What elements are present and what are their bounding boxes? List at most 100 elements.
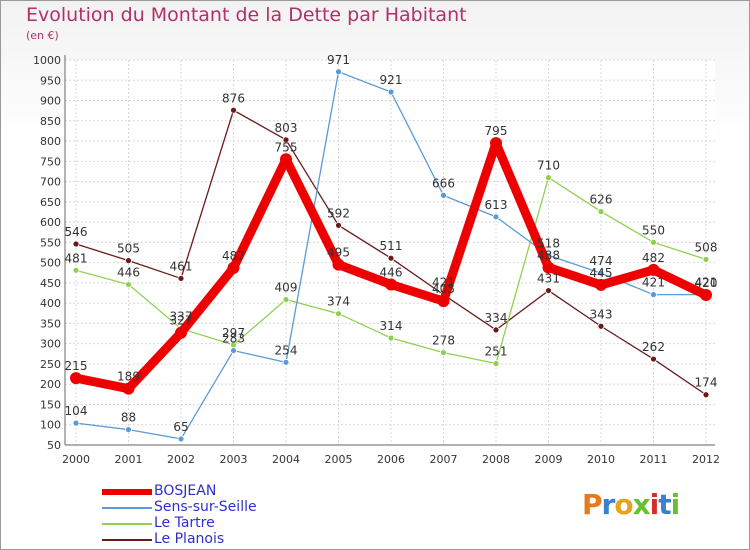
data-point-sens-sur-seille (335, 68, 342, 76)
logo-letter: i (649, 488, 660, 521)
data-point-le-planois (650, 355, 657, 363)
data-label-le-tartre: 278 (432, 334, 455, 348)
data-point-le-tartre (125, 281, 132, 288)
data-point-le-tartre (335, 310, 342, 318)
data-label-le-planois: 343 (590, 307, 613, 321)
data-label-le-tartre: 297 (222, 326, 245, 340)
data-label-le-planois: 461 (170, 259, 193, 273)
data-point-bosjean (647, 263, 660, 276)
y-tick-label: 450 (40, 277, 61, 290)
data-label-le-tartre: 446 (117, 266, 140, 280)
data-label-le-planois: 421 (432, 276, 455, 290)
data-point-bosjean (227, 261, 240, 274)
data-label-sens-sur-seille: 518 (537, 236, 560, 250)
chart-title: Evolution du Montant de la Dette par Hab… (26, 4, 467, 26)
data-point-bosjean (385, 278, 397, 291)
y-tick-label: 700 (40, 176, 61, 189)
data-label-le-tartre: 409 (275, 281, 298, 295)
legend-label-le-planois: Le Planois (154, 531, 225, 547)
data-label-le-tartre: 550 (642, 223, 665, 237)
data-label-bosjean: 488 (537, 248, 560, 262)
data-label-sens-sur-seille: 666 (432, 176, 455, 190)
legend-swatch-le-tartre (102, 523, 152, 525)
data-point-le-planois (177, 275, 185, 282)
x-tick-label: 2006 (377, 453, 405, 466)
y-tick-label: 850 (40, 115, 61, 128)
legend-label-le-tartre: Le Tartre (154, 515, 215, 531)
plot-area (65, 60, 715, 445)
data-label-bosjean: 405 (432, 282, 455, 296)
data-label-le-tartre: 374 (327, 295, 350, 309)
data-label-le-planois: 592 (327, 206, 350, 220)
data-label-le-tartre: 508 (695, 240, 718, 254)
data-label-bosjean: 482 (642, 251, 665, 265)
x-tick-label: 2009 (535, 453, 563, 466)
data-point-le-tartre (492, 360, 500, 367)
y-tick-label: 250 (40, 358, 61, 371)
data-point-bosjean (437, 295, 450, 308)
data-point-sens-sur-seille (492, 213, 500, 221)
data-point-sens-sur-seille (650, 291, 657, 299)
y-tick-label: 150 (40, 398, 61, 411)
y-tick-label: 650 (40, 196, 61, 209)
y-tick-label: 550 (40, 236, 61, 249)
x-tick-label: 2003 (220, 453, 248, 466)
y-tick-label: 800 (40, 135, 61, 148)
data-point-le-planois (125, 257, 132, 265)
data-label-bosjean: 487 (222, 249, 245, 263)
data-label-bosjean: 327 (170, 314, 193, 328)
data-point-le-planois (702, 391, 710, 399)
data-point-sens-sur-seille (230, 347, 237, 354)
chart-subtitle: (en €) (26, 29, 59, 42)
data-label-le-planois: 262 (642, 340, 665, 354)
y-tick-label: 50 (47, 439, 61, 452)
data-label-le-planois: 876 (222, 91, 245, 105)
data-label-le-planois: 431 (537, 272, 560, 286)
y-tick-label: 400 (40, 297, 61, 310)
data-label-le-planois: 511 (380, 239, 403, 253)
data-point-le-tartre (440, 349, 447, 357)
data-point-bosjean (595, 278, 607, 291)
data-point-bosjean (490, 137, 502, 150)
data-label-sens-sur-seille: 921 (380, 73, 403, 87)
data-label-le-planois: 803 (275, 121, 298, 135)
data-label-le-tartre: 626 (590, 193, 613, 207)
data-label-bosjean: 795 (485, 124, 508, 138)
legend-swatch-le-planois (102, 539, 152, 541)
data-point-bosjean (122, 382, 135, 395)
data-label-sens-sur-seille: 88 (121, 411, 136, 425)
data-point-le-tartre (702, 255, 710, 263)
data-label-le-planois: 546 (65, 225, 88, 239)
data-label-le-tartre: 251 (485, 345, 508, 359)
y-tick-label: 750 (40, 155, 61, 168)
data-point-le-tartre (597, 208, 605, 215)
data-point-le-tartre (387, 334, 395, 342)
data-label-bosjean: 446 (380, 266, 403, 280)
data-label-sens-sur-seille: 254 (275, 343, 298, 357)
data-label-sens-sur-seille: 421 (695, 276, 718, 290)
y-tick-label: 900 (40, 95, 61, 108)
data-label-le-tartre: 337 (170, 310, 193, 324)
x-tick-label: 2008 (482, 453, 510, 466)
data-point-sens-sur-seille (177, 435, 185, 443)
logo-letter: x (632, 488, 651, 521)
data-point-le-planois (597, 322, 605, 330)
x-tick-label: 2011 (640, 453, 668, 466)
data-label-le-planois: 174 (695, 376, 718, 390)
data-label-le-tartre: 314 (380, 319, 403, 333)
data-point-sens-sur-seille (440, 191, 447, 199)
data-label-sens-sur-seille: 65 (173, 420, 188, 434)
data-point-sens-sur-seille (282, 358, 290, 366)
data-point-bosjean (280, 153, 292, 166)
data-point-sens-sur-seille (72, 419, 80, 427)
data-point-le-planois (72, 240, 80, 248)
logo-letter: t (658, 488, 671, 521)
data-label-le-tartre: 710 (537, 159, 560, 173)
x-tick-label: 2010 (587, 453, 615, 466)
logo-letter: r (601, 488, 616, 521)
y-tick-label: 1000 (33, 54, 61, 67)
legend-swatch-sens-sur-seille (102, 507, 152, 509)
y-tick-label: 600 (40, 216, 61, 229)
logo-letter: P (582, 488, 603, 521)
legend-label-sens-sur-seille: Sens-sur-Seille (154, 499, 257, 515)
